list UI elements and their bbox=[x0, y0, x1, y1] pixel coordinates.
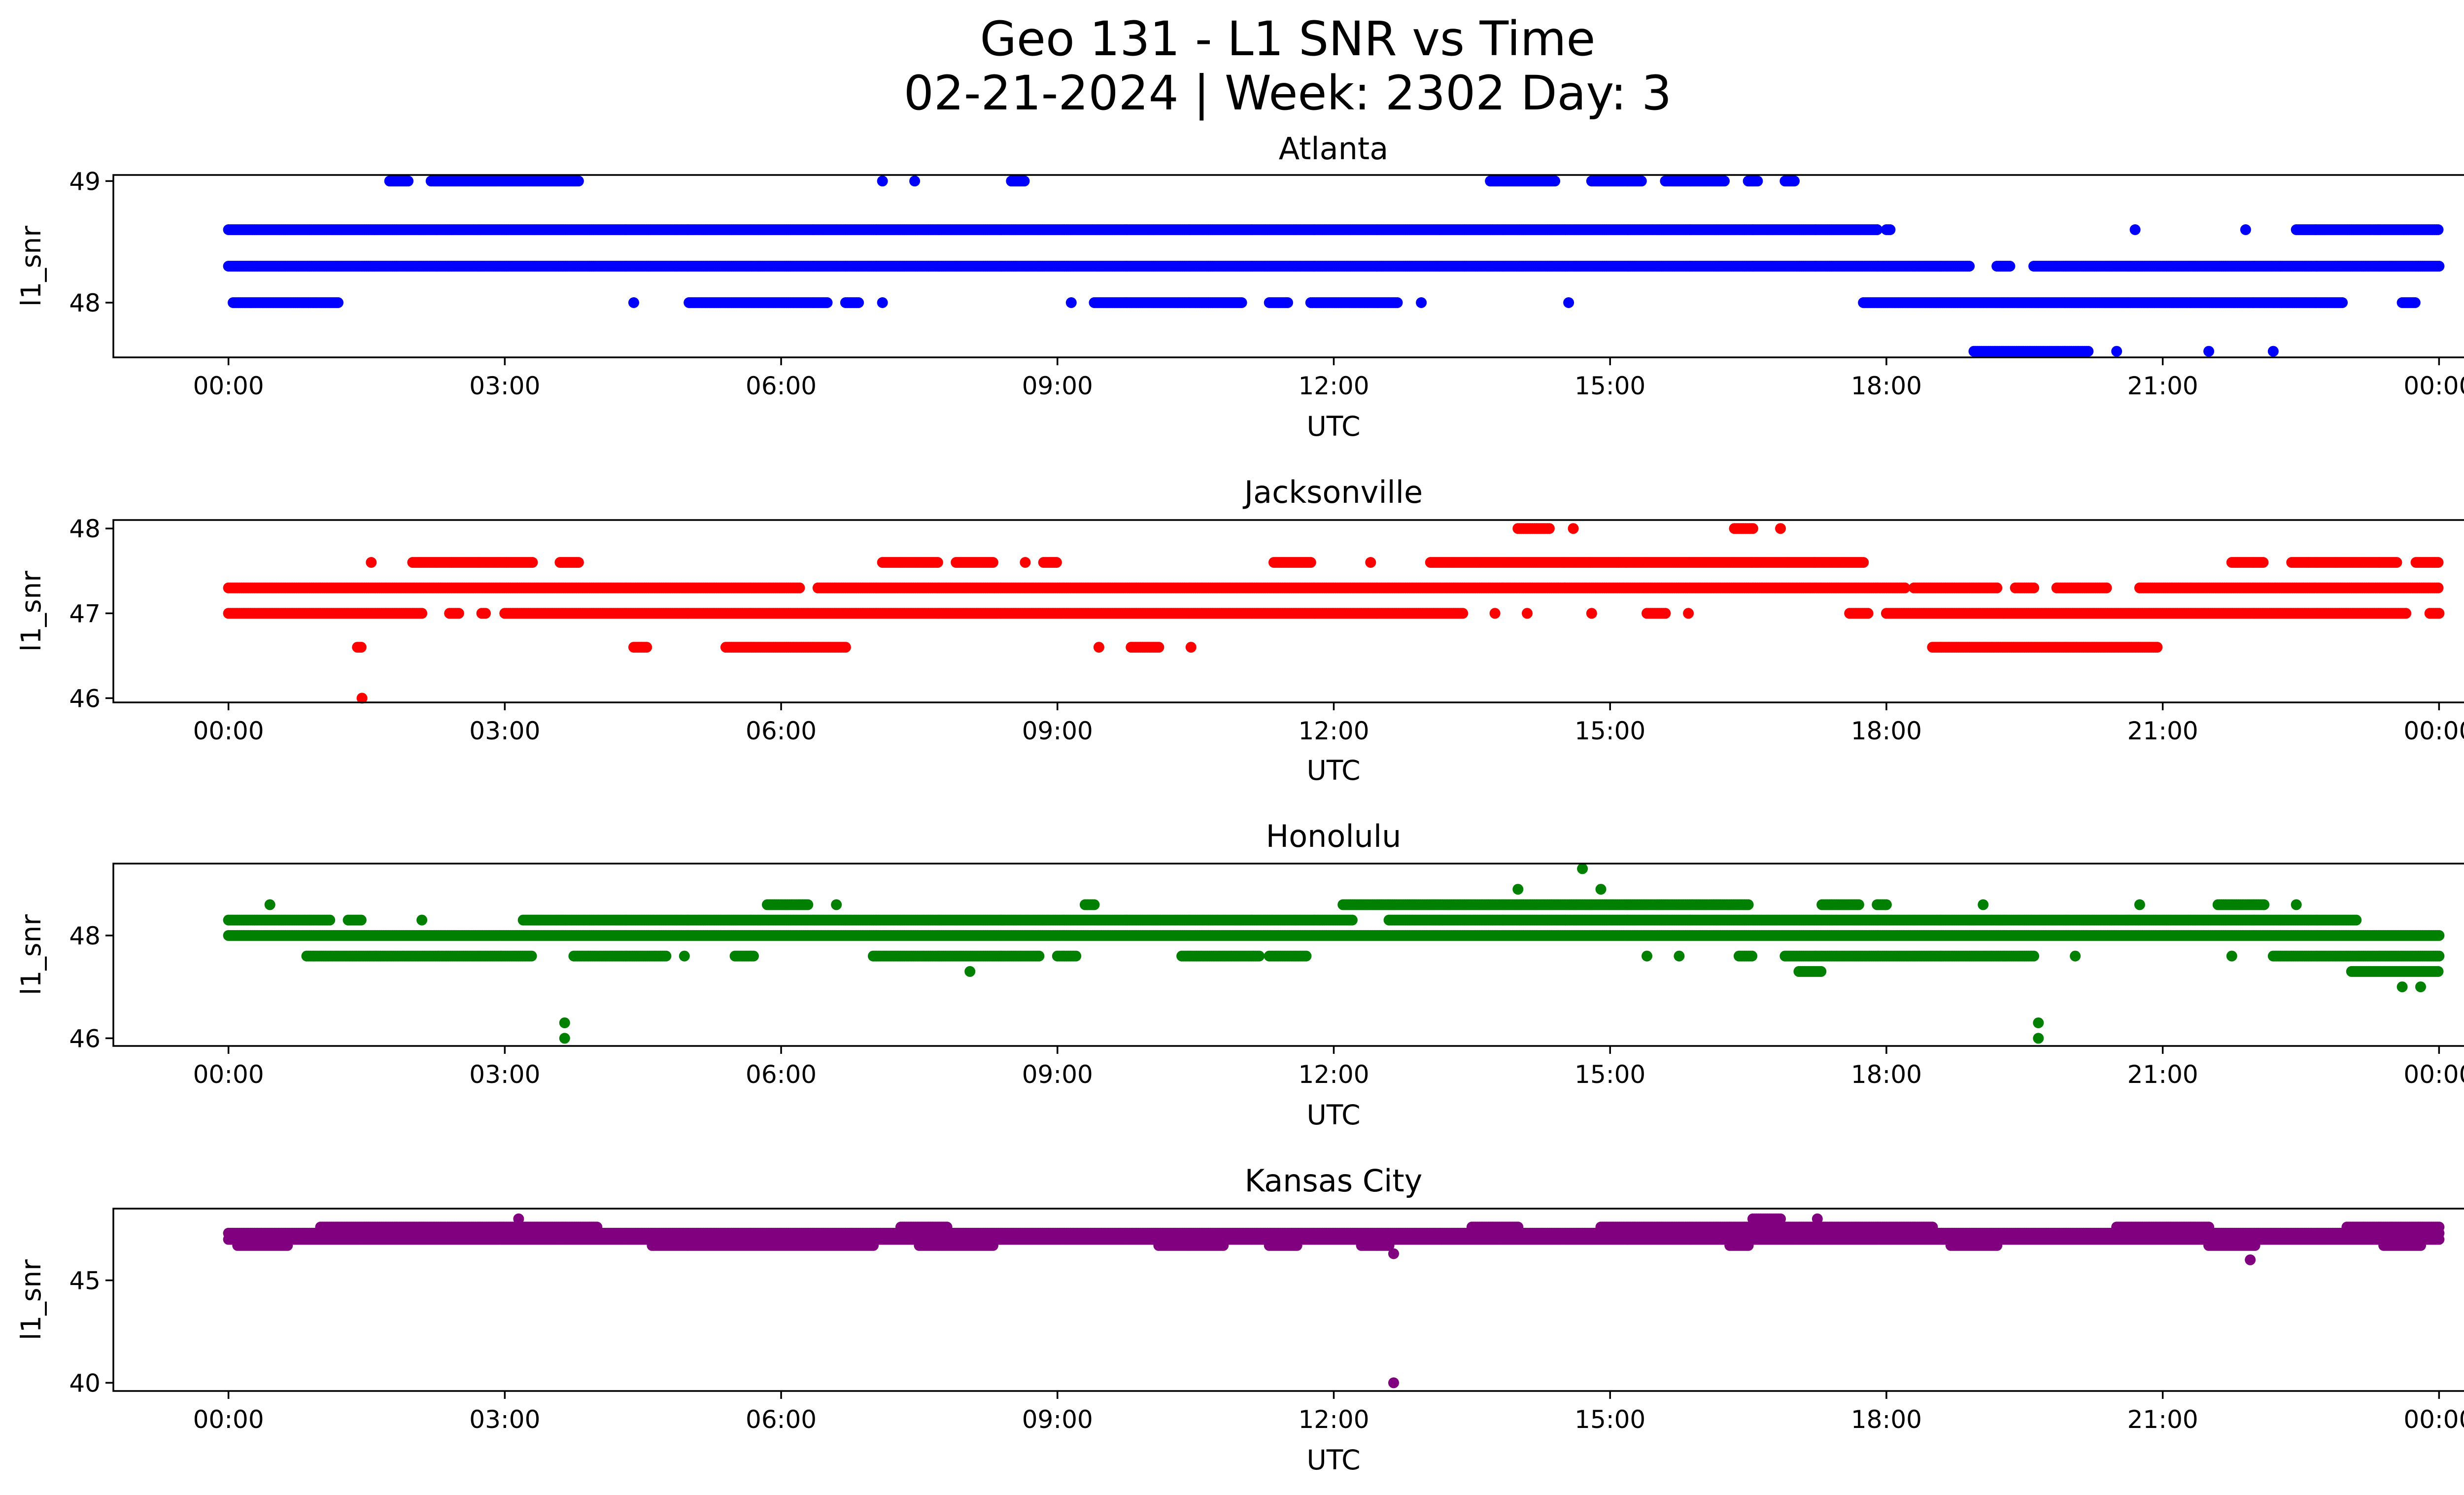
data-point bbox=[2203, 346, 2215, 357]
data-point bbox=[2432, 224, 2444, 235]
data-point bbox=[821, 297, 833, 308]
data-point bbox=[2004, 261, 2016, 272]
data-point bbox=[1683, 608, 1694, 619]
data-point bbox=[1282, 297, 1293, 308]
data-point bbox=[1522, 608, 1533, 619]
data-point bbox=[403, 175, 414, 187]
data-point bbox=[2083, 346, 2094, 357]
data-point bbox=[1392, 297, 1403, 308]
data-point bbox=[1752, 175, 1763, 187]
data-point bbox=[794, 582, 805, 593]
data-point bbox=[1660, 608, 1671, 619]
subplot-title: Jacksonville bbox=[1242, 474, 1423, 510]
x-tick-label: 03:00 bbox=[469, 372, 540, 400]
data-point bbox=[573, 175, 584, 187]
data-point bbox=[1549, 175, 1561, 187]
data-point bbox=[628, 297, 639, 308]
data-point bbox=[1563, 297, 1574, 308]
data-point bbox=[2433, 261, 2445, 272]
data-point bbox=[877, 297, 888, 308]
x-tick-label: 00:00 bbox=[193, 372, 264, 400]
x-tick-label: 18:00 bbox=[1851, 372, 1922, 400]
data-point bbox=[1884, 224, 1896, 235]
data-point bbox=[2129, 224, 2141, 235]
data-point bbox=[453, 608, 464, 619]
data-points bbox=[223, 175, 2445, 357]
data-point bbox=[1719, 175, 1730, 187]
x-tick-label: 09:00 bbox=[1022, 372, 1093, 400]
y-tick-label: 48 bbox=[69, 289, 101, 317]
data-point bbox=[1991, 582, 2003, 593]
data-point bbox=[2240, 224, 2251, 235]
data-point bbox=[2101, 582, 2112, 593]
x-tick-label: 15:00 bbox=[1574, 372, 1645, 400]
data-point bbox=[2432, 582, 2444, 593]
figure-title-line1: Geo 131 - L1 SNR vs Time bbox=[980, 11, 1596, 67]
y-tick-label: 49 bbox=[69, 167, 101, 196]
y-axis-ticks: 48 49 bbox=[69, 167, 113, 317]
data-point bbox=[480, 608, 491, 619]
data-point bbox=[1636, 175, 1647, 187]
data-point bbox=[1457, 608, 1469, 619]
data-point bbox=[333, 297, 343, 308]
data-point bbox=[1489, 608, 1501, 619]
data-point bbox=[1065, 297, 1077, 308]
data-point bbox=[1416, 297, 1427, 308]
data-point bbox=[1789, 175, 1800, 187]
data-point bbox=[877, 175, 888, 187]
y-axis-label: l1_snr bbox=[15, 226, 47, 307]
data-point bbox=[853, 297, 864, 308]
data-point bbox=[909, 175, 921, 187]
data-point bbox=[2337, 297, 2348, 308]
x-tick-label: 06:00 bbox=[746, 372, 817, 400]
data-point bbox=[1964, 261, 1975, 272]
x-tick-label: 12:00 bbox=[1298, 372, 1369, 400]
data-points bbox=[223, 523, 2445, 704]
data-point bbox=[1862, 608, 1874, 619]
data-point bbox=[416, 608, 428, 619]
subplot-atlanta: Atlanta 00:00 03:00 06:00 09:00 12:00 15:00 18… bbox=[15, 131, 2464, 442]
data-point bbox=[2267, 346, 2279, 357]
data-point bbox=[1586, 608, 1597, 619]
subplot-title: Atlanta bbox=[1279, 131, 1388, 167]
subplot-jacksonville: Jacksonville 00:00 03:00 06:00 09:00 12:00 15… bbox=[15, 474, 2464, 786]
data-point bbox=[2111, 346, 2122, 357]
figure-title-line2: 02-21-2024 | Week: 2302 Day: 3 bbox=[904, 66, 1672, 121]
data-point bbox=[2028, 582, 2039, 593]
x-axis-label: UTC bbox=[1306, 411, 1360, 442]
x-axis-ticks: 00:00 03:00 06:00 09:00 12:00 15:00 18:00 21:00… bbox=[193, 357, 2464, 400]
data-point bbox=[1019, 175, 1030, 187]
x-tick-label: 21:00 bbox=[2127, 372, 2198, 400]
x-tick-label: 00:00 bbox=[2403, 372, 2464, 400]
data-point bbox=[2409, 297, 2421, 308]
data-point bbox=[1236, 297, 1247, 308]
